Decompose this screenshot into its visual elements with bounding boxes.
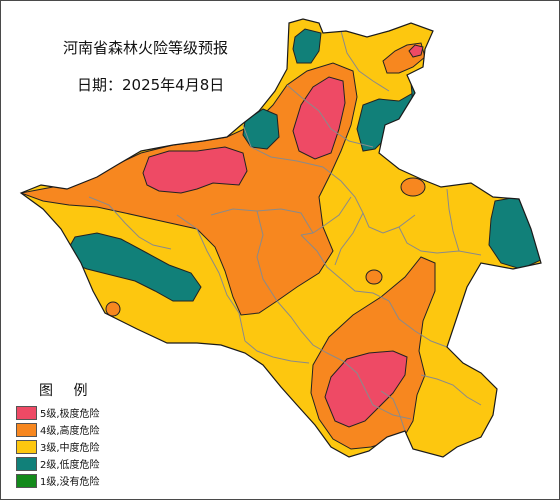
legend-item-level4: 4级,高度危险 <box>16 421 100 438</box>
legend-label-level3: 3级,中度危险 <box>40 443 100 454</box>
zone-level5-northeast-spot <box>408 44 424 58</box>
legend-swatch-level1 <box>16 473 37 488</box>
legend: 5级,极度危险 4级,高度危险 3级,中度危险 2级,低度危险 1级,没有危险 <box>16 404 100 489</box>
legend-item-level1: 1级,没有危险 <box>16 472 100 489</box>
zone-level2-north-top <box>292 28 322 64</box>
zone-level5-north <box>292 76 346 160</box>
zone-level2-north-left <box>242 108 280 150</box>
legend-swatch-level2 <box>16 456 37 471</box>
legend-swatch-level3 <box>16 439 37 454</box>
legend-label-level1: 1级,没有危险 <box>40 477 100 488</box>
legend-item-level2: 2级,低度危险 <box>16 455 100 472</box>
province-boundary <box>19 18 542 458</box>
zone-level4-spot-2 <box>365 269 383 285</box>
zone-level2-west <box>66 232 202 302</box>
zone-level5-west <box>142 146 248 194</box>
legend-label-level5: 5级,极度危险 <box>40 409 100 420</box>
legend-item-level3: 3级,中度危险 <box>16 438 100 455</box>
zone-level4-spot-3 <box>105 301 121 317</box>
zone-level4-spot-4 <box>218 352 234 366</box>
city-boundaries <box>88 30 482 432</box>
zone-level5-south <box>324 350 408 428</box>
legend-swatch-level4 <box>16 422 37 437</box>
legend-label-level2: 2级,低度危险 <box>40 460 100 471</box>
map-title: 河南省森林火险等级预报 <box>63 39 229 57</box>
legend-item-level5: 5级,极度危险 <box>16 404 100 421</box>
zone-level4-spot-1 <box>400 177 426 197</box>
legend-label-level4: 4级,高度危险 <box>40 426 100 437</box>
legend-title: 图 例 <box>39 383 96 399</box>
legend-swatch-level5 <box>16 405 37 420</box>
forecast-date: 日期：2025年4月8日 <box>77 76 225 94</box>
